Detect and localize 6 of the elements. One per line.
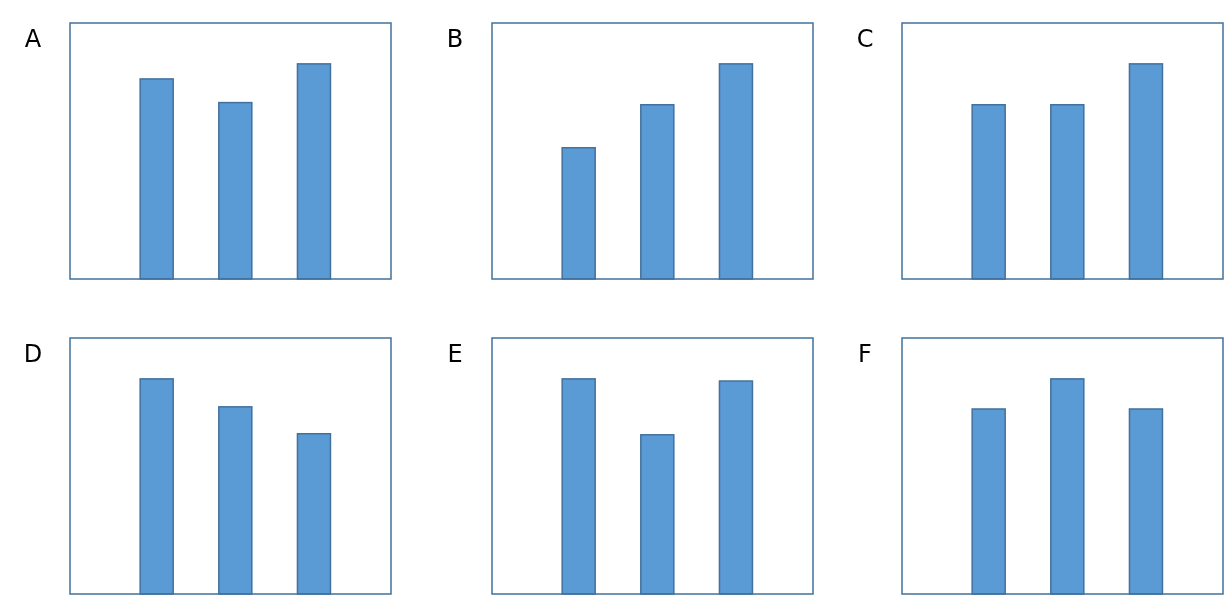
chart-title: D bbox=[23, 340, 43, 368]
chart-title: E bbox=[447, 340, 463, 368]
chart-title: F bbox=[858, 340, 872, 368]
chart-title: A bbox=[24, 25, 42, 53]
chart-title: C bbox=[856, 25, 874, 53]
chart-title: B bbox=[446, 25, 464, 53]
